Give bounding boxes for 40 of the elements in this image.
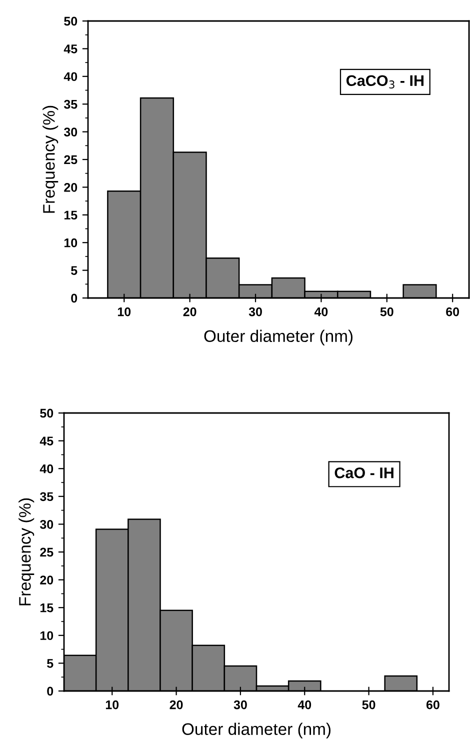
y-tick-label: 20 <box>40 576 54 584</box>
y-tick-label: 0 <box>47 686 54 696</box>
x-tick-label: 40 <box>298 700 312 710</box>
y-tick-label: 15 <box>64 210 78 220</box>
y-tick-label: 15 <box>40 604 54 612</box>
annotation: CaO - IH <box>334 467 394 478</box>
y-tick-label: 40 <box>40 464 54 474</box>
y-tick-label: 45 <box>64 44 78 54</box>
y-tick-label: 5 <box>71 266 78 275</box>
x-tick-label: 50 <box>380 307 394 316</box>
x-tick-label: 40 <box>314 307 328 316</box>
x-tick-label: 30 <box>248 307 262 316</box>
y-axis-title: Frequency (%) <box>18 498 34 606</box>
y-tick-label: 10 <box>64 238 78 248</box>
y-tick-label: 25 <box>40 548 54 557</box>
y-tick-label: 25 <box>64 155 78 164</box>
y-tick-label: 45 <box>40 436 54 446</box>
x-tick-label: 20 <box>170 700 183 710</box>
annotation: CaCO$_{3}$ - IH <box>346 75 424 89</box>
y-tick-label: 50 <box>40 408 54 418</box>
y-tick-label: 40 <box>64 72 78 82</box>
x-axis-title: Outer diameter (nm) <box>182 722 330 738</box>
y-tick-label: 30 <box>64 128 78 136</box>
y-tick-label: 30 <box>40 520 54 529</box>
y-tick-label: 35 <box>40 492 54 502</box>
x-tick-label: 60 <box>446 307 460 316</box>
y-tick-label: 0 <box>71 294 78 303</box>
y-tick-label: 20 <box>64 183 78 192</box>
y-tick-label: 10 <box>40 631 54 640</box>
x-tick-label: 20 <box>183 307 196 316</box>
y-tick-label: 35 <box>64 100 78 109</box>
x-tick-label: 50 <box>362 700 376 710</box>
x-tick-label: 30 <box>234 700 247 710</box>
x-tick-label: 60 <box>426 700 440 710</box>
x-axis-title: Outer diameter (nm) <box>204 330 352 346</box>
y-tick-label: 50 <box>64 16 78 26</box>
x-tick-label: 10 <box>118 307 131 316</box>
y-axis-title: Frequency (%) <box>42 106 58 213</box>
x-tick-label: 10 <box>106 700 119 710</box>
y-tick-label: 5 <box>47 659 54 668</box>
